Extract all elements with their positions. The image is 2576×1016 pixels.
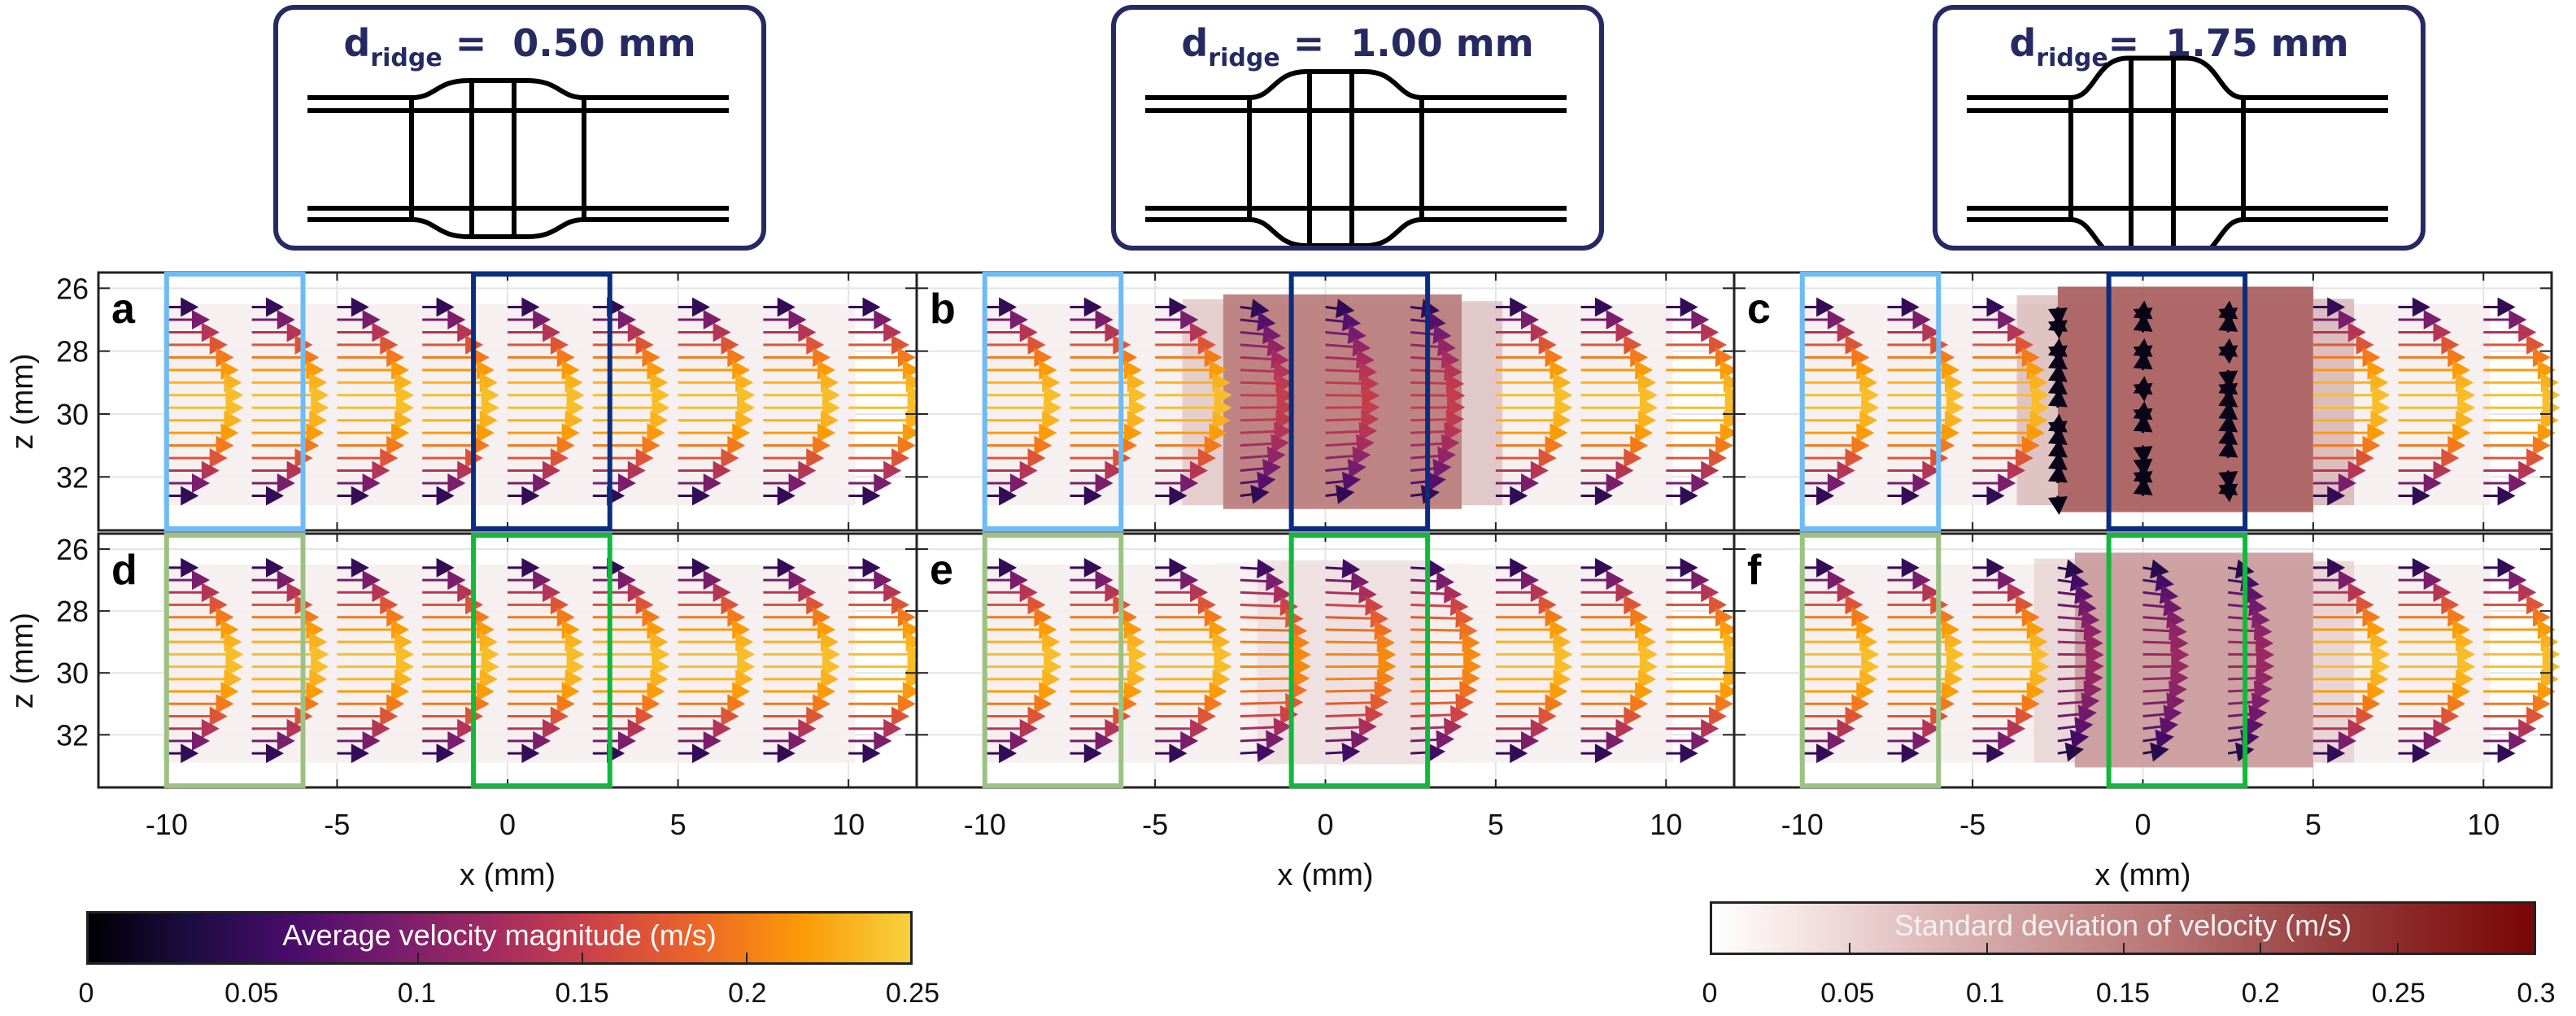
velocity-colorbar: Average velocity magnitude (m/s) 0 0.05 0.… <box>86 911 913 1013</box>
colorbar-tick-label: 0.1 <box>1966 978 2004 1009</box>
colorbar-tick-mark <box>582 953 583 962</box>
colorbar-tick-label: 0.25 <box>886 978 939 1009</box>
y-tick-label: 26 <box>56 272 89 305</box>
colorbar-tick-mark <box>2260 943 2261 953</box>
std-colorbar: Standard deviation of velocity (m/s) 0 0.… <box>1710 901 2536 1013</box>
panel-d <box>98 534 926 787</box>
y-tick-label: 30 <box>56 398 89 431</box>
x-tick-label: 5 <box>2305 808 2321 841</box>
x-tick-label: 10 <box>1650 808 1682 841</box>
x-tick-label: 0 <box>1317 808 1333 841</box>
y-tick-label: 26 <box>56 533 89 566</box>
x-tick-label: -5 <box>1959 808 1985 841</box>
std-field-base <box>163 304 856 505</box>
colorbar-tick-label: 0.25 <box>2372 978 2426 1009</box>
y-tick-label: 28 <box>56 335 89 368</box>
colorbar-tick-label: 0 <box>79 978 94 1009</box>
arrow-shaft <box>1326 642 1386 643</box>
panel-b <box>917 273 1743 530</box>
colorbar-tick-label: 0.2 <box>2242 978 2280 1009</box>
panel-label-d: d <box>111 547 137 594</box>
quiver-figure: a 26 28 30 32 z (mm) b c d 26 28 30 32 z (mm) -10 -5 0 5 1… <box>0 0 2576 1016</box>
colorbar-tick-mark <box>417 953 419 962</box>
std-field-disturbed <box>2058 286 2313 512</box>
colorbar-tick-mark <box>1849 943 1850 953</box>
colorbar-tick-label: 0.1 <box>398 978 436 1009</box>
arrow-shaft <box>1410 642 1471 643</box>
velocity-colorbar-ticks: 0 0.05 0.1 0.15 0.2 0.25 <box>86 978 913 1010</box>
x-tick-label: -10 <box>964 808 1006 841</box>
x-tick-label: 10 <box>2467 808 2500 841</box>
colorbar-tick-mark <box>2123 943 2125 953</box>
colorbar-tick-label: 0.05 <box>1820 978 1874 1009</box>
x-tick-label: 0 <box>499 808 516 841</box>
panel-f <box>1734 534 2561 787</box>
std-field-base <box>163 565 856 763</box>
panel-label-c: c <box>1747 286 1771 333</box>
x-tick-label: -5 <box>1142 808 1168 841</box>
std-field-edge <box>2313 299 2354 505</box>
colorbar-tick-label: 0.05 <box>224 978 278 1009</box>
x-tick-label: 0 <box>2134 808 2151 841</box>
x-tick-label: -5 <box>324 808 350 841</box>
panel-label-e: e <box>930 547 953 594</box>
colorbar-tick-label: 0.2 <box>728 978 766 1009</box>
panel-label-f: f <box>1747 547 1762 594</box>
x-tick-label: -10 <box>1781 808 1824 841</box>
velocity-colorbar-gradient: Average velocity magnitude (m/s) <box>86 911 913 965</box>
panel-a <box>98 273 926 530</box>
arrow-shaft <box>1410 678 1471 679</box>
y-axis-label: z (mm) <box>6 353 40 449</box>
y-tick-label: 28 <box>56 595 89 628</box>
x-axis-label: x (mm) <box>1277 858 1373 892</box>
panel-label-a: a <box>111 286 136 333</box>
colorbar-tick-label: 0 <box>1702 978 1718 1009</box>
colorbar-tick-mark <box>746 953 748 962</box>
colorbar-tick-mark <box>253 953 255 962</box>
arrow-shaft <box>1326 678 1386 679</box>
velocity-colorbar-label: Average velocity magnitude (m/s) <box>89 918 910 953</box>
colorbar-tick-label: 0.3 <box>2517 978 2555 1009</box>
x-tick-label: 5 <box>1488 808 1504 841</box>
y-tick-label: 32 <box>56 460 89 494</box>
std-field-edge <box>2034 559 2075 763</box>
x-axis-label: x (mm) <box>2094 858 2190 892</box>
colorbar-tick-label: 0.15 <box>556 978 609 1009</box>
x-tick-label: 10 <box>832 808 865 841</box>
colorbar-tick-label: 0.15 <box>2096 978 2150 1009</box>
x-tick-label: 5 <box>670 808 686 841</box>
y-tick-label: 30 <box>56 656 89 690</box>
std-colorbar-label: Standard deviation of velocity (m/s) <box>1712 909 2534 943</box>
panel-c <box>1734 273 2561 530</box>
x-tick-label: -10 <box>146 808 188 841</box>
colorbar-tick-mark <box>2397 943 2399 953</box>
panel-e <box>917 534 1743 787</box>
std-colorbar-gradient: Standard deviation of velocity (m/s) <box>1710 901 2536 955</box>
y-tick-label: 32 <box>56 718 89 752</box>
panel-label-b: b <box>930 286 956 333</box>
x-axis-label: x (mm) <box>460 858 556 892</box>
colorbar-tick-mark <box>1986 943 1988 953</box>
y-axis-label: z (mm) <box>6 613 40 709</box>
std-colorbar-ticks: 0 0.05 0.1 0.15 0.2 0.25 0.3 <box>1710 978 2536 1010</box>
